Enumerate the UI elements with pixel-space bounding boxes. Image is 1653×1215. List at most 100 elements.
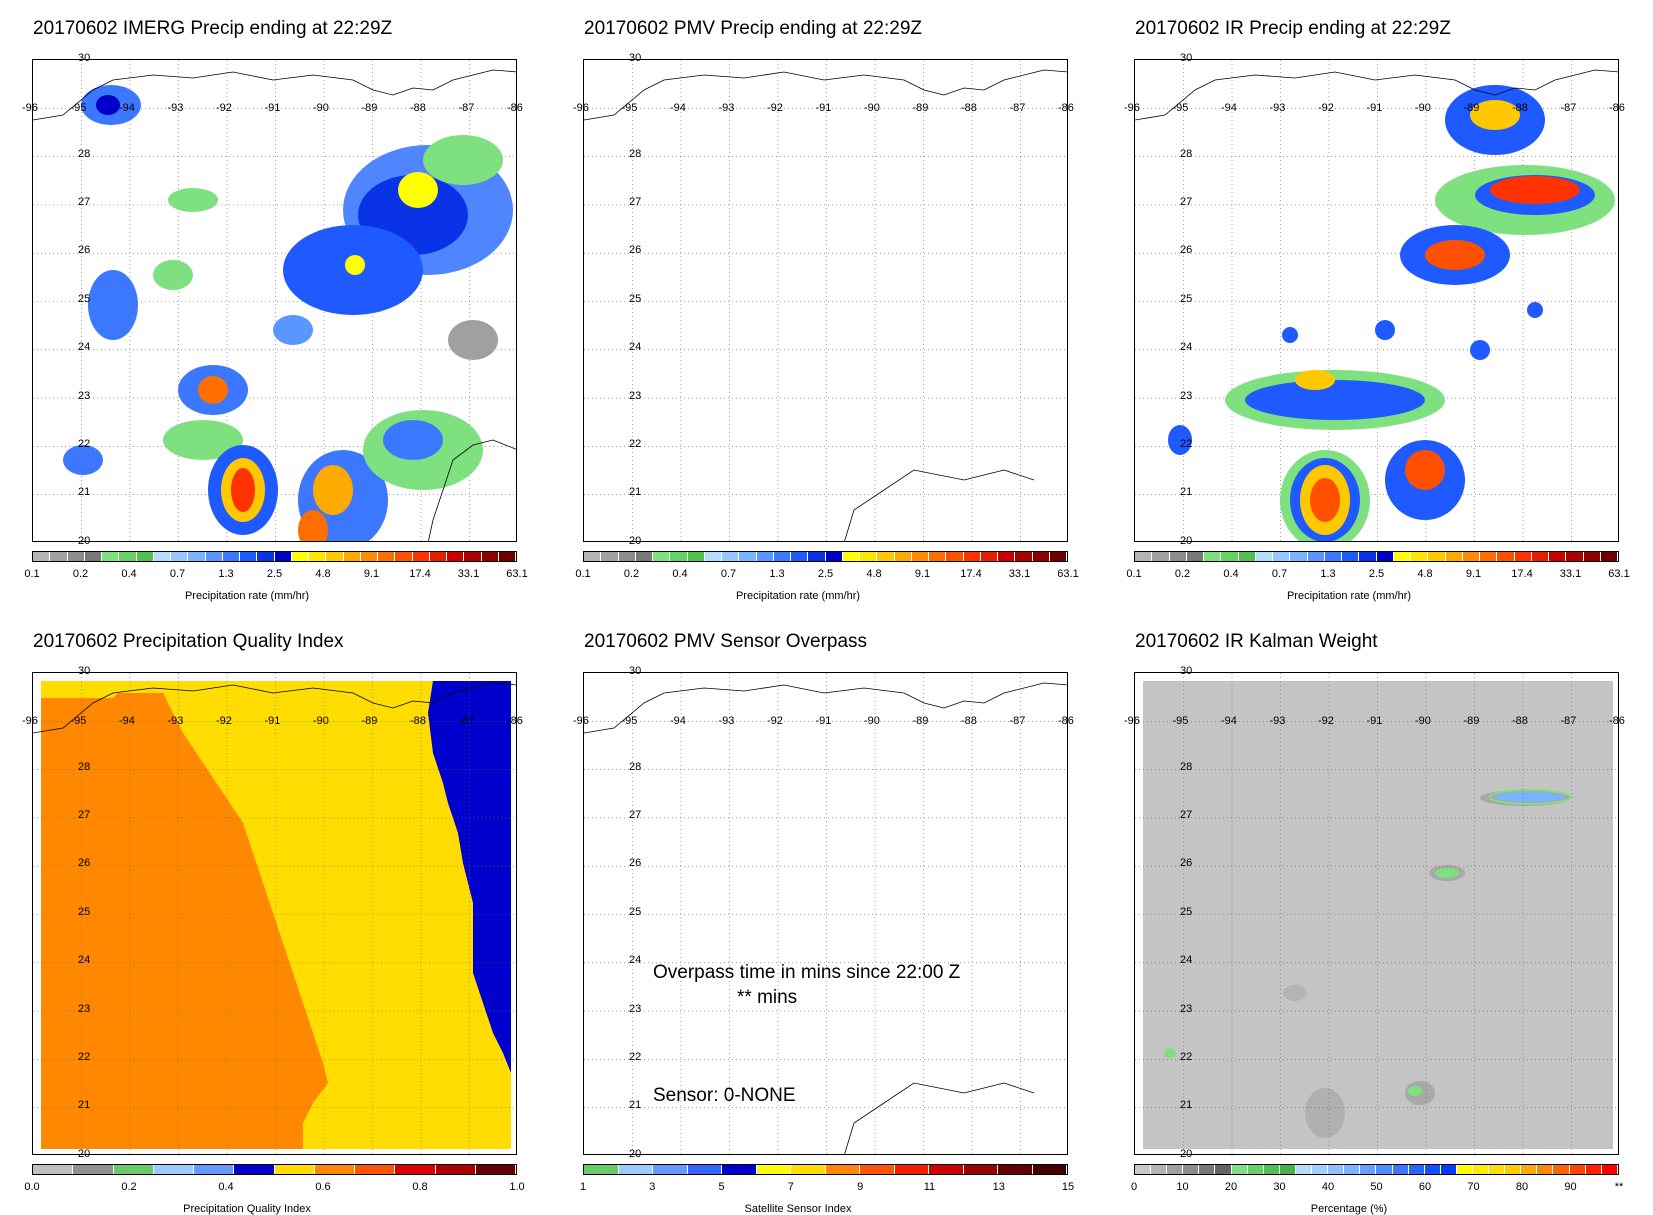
panel-title: 20170602 IR Kalman Weight bbox=[1135, 631, 1378, 652]
colorbar-segment bbox=[1231, 1165, 1248, 1174]
colorbar-tick-label: 0.7 bbox=[169, 568, 186, 580]
colorbar-tick-label: 70 bbox=[1467, 1181, 1480, 1193]
lon-label: -93 bbox=[718, 715, 735, 727]
colorbar-tick-label: 0.0 bbox=[24, 1181, 40, 1193]
lon-label: -94 bbox=[670, 102, 686, 114]
colorbar-percent bbox=[1134, 1164, 1619, 1175]
lon-label: -87 bbox=[1560, 715, 1577, 727]
colorbar-segment bbox=[1186, 552, 1204, 561]
colorbar-title: Precipitation rate (mm/hr) bbox=[1286, 590, 1412, 602]
colorbar-sensor bbox=[583, 1164, 1068, 1175]
colorbar-segment bbox=[825, 552, 843, 561]
colorbar-segment bbox=[343, 552, 361, 561]
precip-field bbox=[33, 60, 516, 541]
colorbar-segment bbox=[1472, 1165, 1490, 1174]
colorbar-segment bbox=[447, 552, 465, 561]
lon-label: -92 bbox=[1318, 715, 1334, 727]
colorbar-segment bbox=[929, 1165, 964, 1174]
lat-label: 27 bbox=[629, 809, 642, 821]
colorbar-segment bbox=[1376, 1165, 1393, 1174]
colorbar-tick-label: 33.1 bbox=[1559, 568, 1582, 580]
colorbar-segment bbox=[998, 552, 1016, 561]
colorbar-tick-label: 1.3 bbox=[1320, 568, 1336, 580]
lat-label: 30 bbox=[78, 52, 91, 64]
colorbar-segment bbox=[234, 1165, 275, 1174]
colorbar-segment bbox=[653, 552, 671, 561]
colorbar-segment bbox=[395, 552, 413, 561]
colorbar-segment bbox=[475, 1165, 516, 1174]
colorbar-segment bbox=[240, 552, 258, 561]
colorbar-tick-label: 17.4 bbox=[960, 568, 982, 580]
colorbar-segment bbox=[1360, 1165, 1377, 1174]
colorbar-tick-label: 1.3 bbox=[218, 568, 234, 580]
colorbar-segment bbox=[1183, 1165, 1200, 1174]
lat-label: 20 bbox=[629, 1148, 642, 1160]
colorbar-segment bbox=[963, 552, 981, 561]
colorbar-segment bbox=[687, 552, 705, 561]
colorbar-segment bbox=[1255, 552, 1273, 561]
lat-label: 20 bbox=[1180, 535, 1193, 547]
colorbar-segment bbox=[153, 552, 171, 561]
colorbar-segment bbox=[722, 1165, 757, 1174]
colorbar-segment bbox=[1359, 552, 1377, 561]
colorbar-segment bbox=[1462, 552, 1480, 561]
colorbar-segment bbox=[412, 552, 430, 561]
lon-label: -96 bbox=[1124, 102, 1140, 114]
colorbar-segment bbox=[291, 552, 309, 561]
lat-label: 27 bbox=[1180, 196, 1193, 208]
colorbar-tick-label: 4.8 bbox=[866, 568, 882, 580]
colorbar-tick-label: 1 bbox=[579, 1181, 587, 1193]
colorbar-tick-label: 0.8 bbox=[412, 1181, 428, 1193]
colorbar-segment bbox=[102, 552, 120, 561]
colorbar-segment bbox=[1566, 552, 1584, 561]
colorbar-segment bbox=[1505, 1165, 1522, 1174]
colorbar-segment bbox=[1537, 1165, 1554, 1174]
kalman-field bbox=[1135, 673, 1618, 1154]
colorbar-tick-label: 63.1 bbox=[1057, 568, 1079, 580]
colorbar-segment bbox=[1199, 1165, 1216, 1174]
colorbar-segment bbox=[1497, 552, 1515, 561]
colorbar-segment bbox=[1238, 552, 1256, 561]
lat-label: 30 bbox=[78, 665, 91, 677]
lon-label: -90 bbox=[313, 102, 329, 114]
lat-label: 23 bbox=[629, 390, 642, 402]
colorbar-segment bbox=[1279, 1165, 1296, 1174]
lat-label: 26 bbox=[629, 244, 642, 256]
colorbar-segment bbox=[584, 552, 602, 561]
lon-label: -88 bbox=[410, 715, 426, 727]
colorbar-title: Precipitation rate (mm/hr) bbox=[184, 590, 310, 602]
colorbar-segment bbox=[1392, 1165, 1409, 1174]
lon-label: -90 bbox=[864, 102, 880, 114]
lon-label: -94 bbox=[670, 715, 686, 727]
colorbar-segment bbox=[309, 552, 327, 561]
lat-label: 26 bbox=[1180, 857, 1193, 869]
colorbar-segment bbox=[653, 1165, 688, 1174]
lat-label: 23 bbox=[78, 390, 91, 402]
lon-label: -96 bbox=[573, 715, 589, 727]
colorbar-segment bbox=[687, 1165, 722, 1174]
lat-label: 22 bbox=[1180, 1051, 1193, 1063]
lat-label: 21 bbox=[1180, 1099, 1193, 1111]
colorbar-segment bbox=[113, 1165, 154, 1174]
lat-label: 20 bbox=[78, 535, 91, 547]
colorbar-precip bbox=[32, 551, 517, 562]
lon-label: -94 bbox=[119, 102, 135, 114]
colorbar-segment bbox=[791, 552, 809, 561]
colorbar-tick-label: 0.1 bbox=[575, 568, 591, 580]
lat-label: 22 bbox=[629, 438, 642, 450]
lon-label: -92 bbox=[1318, 102, 1334, 114]
colorbar-tick-label: 33.1 bbox=[1008, 568, 1031, 580]
colorbar-segment bbox=[1135, 1165, 1152, 1174]
lat-label: 28 bbox=[1180, 761, 1193, 773]
colorbar-tick-label: 11 bbox=[923, 1181, 936, 1193]
lon-label: -89 bbox=[912, 715, 929, 727]
colorbar-segment bbox=[1263, 1165, 1280, 1174]
colorbar-tick-label: 30 bbox=[1273, 1181, 1286, 1193]
lon-label: -86 bbox=[1609, 102, 1625, 114]
colorbar-tick-label: 90 bbox=[1564, 1181, 1577, 1193]
colorbar-tick-label: 63.1 bbox=[506, 568, 528, 580]
panel-title: 20170602 IMERG Precip ending at 22:29Z bbox=[33, 18, 393, 39]
colorbar-segment bbox=[481, 552, 499, 561]
lat-label: 23 bbox=[78, 1003, 91, 1015]
colorbar-tick-label: 2.5 bbox=[1368, 568, 1385, 580]
